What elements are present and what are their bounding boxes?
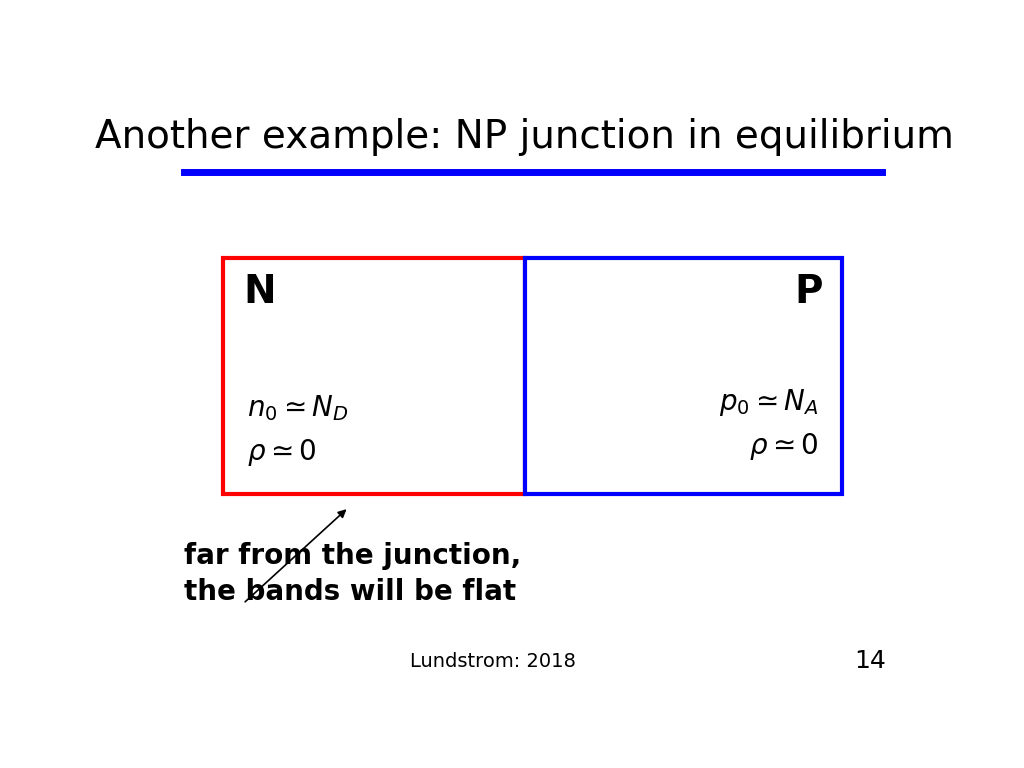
Text: $\rho \simeq 0$: $\rho \simeq 0$ xyxy=(247,438,316,468)
Text: $n_0 \simeq N_D$: $n_0 \simeq N_D$ xyxy=(247,394,349,423)
Bar xyxy=(524,258,842,495)
Text: $\rho \simeq 0$: $\rho \simeq 0$ xyxy=(749,432,818,462)
Text: Another example: NP junction in equilibrium: Another example: NP junction in equilibr… xyxy=(95,118,954,155)
Bar xyxy=(223,258,525,495)
Text: Lundstrom: 2018: Lundstrom: 2018 xyxy=(411,651,575,670)
Text: P: P xyxy=(794,273,822,310)
Text: far from the junction,: far from the junction, xyxy=(183,542,521,571)
Text: 14: 14 xyxy=(854,649,886,673)
Text: $p_0 \simeq N_A$: $p_0 \simeq N_A$ xyxy=(719,387,818,418)
Text: N: N xyxy=(243,273,275,310)
Text: the bands will be flat: the bands will be flat xyxy=(183,578,516,606)
